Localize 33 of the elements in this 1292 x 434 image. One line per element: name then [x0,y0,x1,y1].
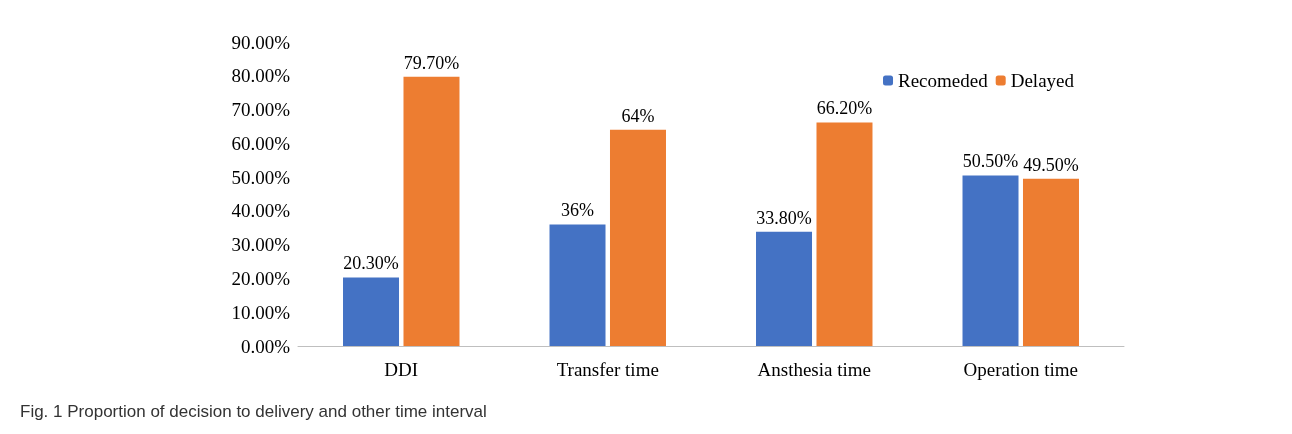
data-label: 49.50% [1023,154,1079,175]
bar [816,122,873,346]
bar [609,129,666,346]
y-tick-label: 70.00% [231,99,291,121]
bar [403,76,460,346]
bar [549,224,606,346]
x-tick-label: Operation time [963,359,1078,380]
bar [1022,178,1079,346]
data-label: 66.20% [816,98,873,119]
x-tick-label: Transfer time [556,359,659,380]
y-tick-label: 60.00% [231,132,291,154]
x-tick-label: Ansthesia time [757,359,871,380]
data-label: 79.70% [403,52,460,73]
data-label: 33.80% [756,207,812,228]
data-label: 50.50% [962,151,1019,172]
y-tick-label: 50.00% [231,166,291,188]
data-label: 64% [621,105,655,126]
legend-label: Recomeded [898,70,989,91]
bar [756,231,813,346]
y-tick-label: 0.00% [240,335,291,357]
y-tick-label: 30.00% [231,234,291,256]
legend-label: Delayed [1010,70,1075,91]
data-label: 36% [561,200,595,221]
bar [343,277,400,346]
y-tick-label: 10.00% [231,301,291,323]
y-tick-label: 90.00% [231,31,291,53]
x-tick-label: DDI [384,359,419,380]
caption: Fig. 1 Proportion of decision to delivery and other time interval [20,402,487,421]
data-label: 20.30% [343,253,399,274]
y-tick-label: 80.00% [231,65,291,87]
bar [962,175,1019,346]
y-tick-label: 40.00% [231,200,291,222]
y-tick-label: 20.00% [231,267,291,289]
